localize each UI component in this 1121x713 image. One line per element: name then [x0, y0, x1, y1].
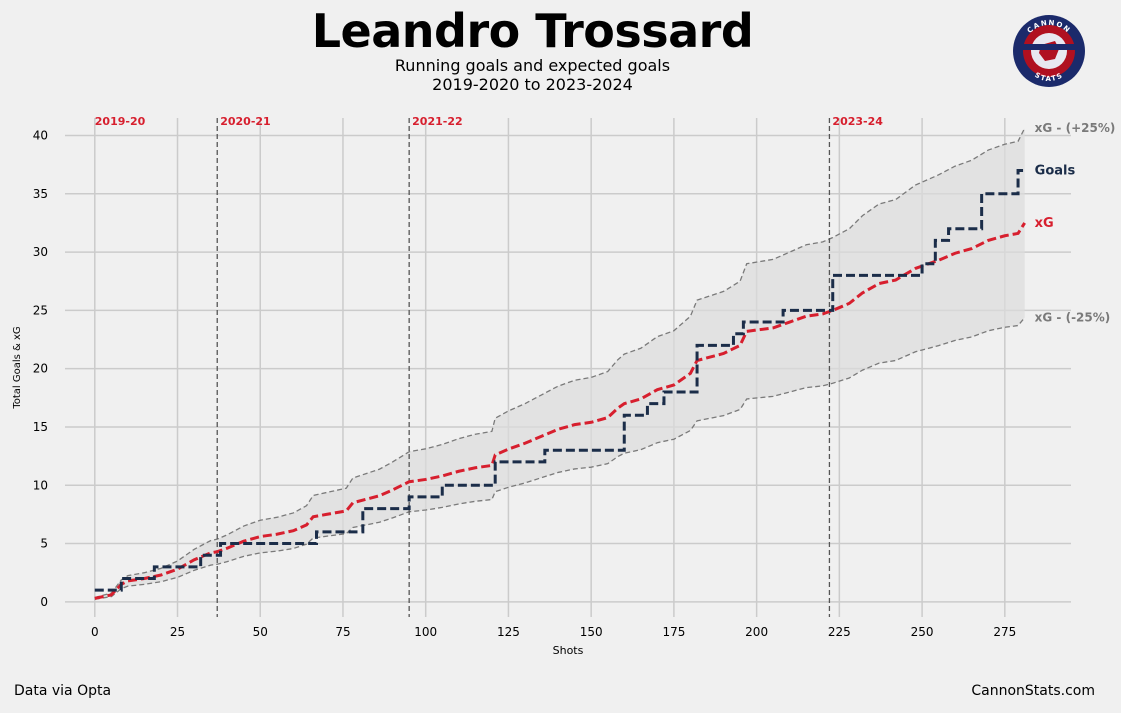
x-tick-label: 275: [993, 625, 1016, 639]
x-axis-label: Shots: [553, 644, 584, 657]
x-tick-label: 225: [828, 625, 851, 639]
y-tick-label: 25: [33, 303, 48, 317]
season-label: 2023-24: [832, 115, 883, 128]
y-tick-label: 20: [33, 362, 48, 376]
season-label: 2019-20: [95, 115, 146, 128]
y-tick-label: 15: [33, 420, 48, 434]
svg-text:STATS: STATS: [1033, 71, 1065, 83]
site-credit: CannonStats.com: [971, 683, 1095, 699]
y-tick-label: 35: [33, 187, 48, 201]
x-tick-label: 250: [911, 625, 934, 639]
y-tick-label: 0: [40, 595, 48, 609]
season-label: 2020-21: [220, 115, 271, 128]
cannon-stats-logo: CANNON STATS: [1013, 15, 1085, 87]
y-tick-label: 30: [33, 245, 48, 259]
logo-bottom-text: STATS: [1033, 71, 1063, 83]
subtitle-line-1: Running goals and expected goals: [394, 56, 671, 75]
x-tick-label: 125: [497, 625, 520, 639]
xg-band-fill: [94, 128, 1025, 600]
x-tick-label: 175: [662, 625, 685, 639]
season-label: 2021-22: [412, 115, 463, 128]
page-title: Leandro Trossard: [311, 4, 754, 58]
subtitle-line-2: 2019-2020 to 2023-2024: [432, 75, 633, 94]
x-tick-label: 25: [170, 625, 185, 639]
x-tick-label: 75: [335, 625, 350, 639]
y-axis-label: Total Goals & xG: [12, 326, 23, 409]
y-tick-label: 10: [33, 478, 48, 492]
data-source-note: Data via Opta: [14, 683, 112, 699]
x-tick-label: 150: [580, 625, 603, 639]
goals-series-label: Goals: [1035, 163, 1076, 178]
upper-band-label: xG - (+25%): [1035, 121, 1116, 135]
x-tick-label: 0: [91, 625, 99, 639]
x-tick-label: 100: [414, 625, 437, 639]
x-tick-label: 200: [745, 625, 768, 639]
y-tick-label: 5: [40, 537, 48, 551]
x-tick-label: 50: [253, 625, 268, 639]
xg-series-label: xG: [1035, 216, 1054, 231]
goals-line: [94, 168, 1025, 592]
xg-upper-band-line: [94, 127, 1026, 599]
lower-band-label: xG - (-25%): [1035, 311, 1111, 325]
y-tick-label: 40: [33, 128, 48, 142]
xg-lower-band-line: [94, 317, 1026, 600]
